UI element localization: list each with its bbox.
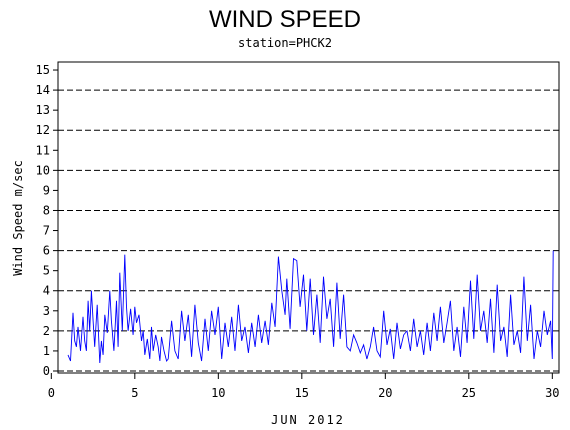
x-tick-label: 0 xyxy=(48,386,55,400)
x-tick-label: 5 xyxy=(131,386,138,400)
x-tick-label: 15 xyxy=(295,386,309,400)
series-line xyxy=(67,250,554,364)
y-tick-label: 0 xyxy=(43,364,50,378)
x-axis: 0 5 10 15 20 25 30 xyxy=(48,373,560,400)
y-tick-label: 10 xyxy=(36,163,50,177)
y-tick-label: 15 xyxy=(36,63,50,77)
y-tick-label: 5 xyxy=(43,264,50,278)
x-tick-label: 20 xyxy=(378,386,392,400)
chart-subtitle: station=PHCK2 xyxy=(238,36,332,50)
y-tick-label: 12 xyxy=(36,123,50,137)
y-tick-label: 3 xyxy=(43,304,50,318)
x-tick-label: 25 xyxy=(462,386,476,400)
y-tick-label: 4 xyxy=(43,284,50,298)
y-tick-label: 13 xyxy=(36,103,50,117)
y-tick-label: 14 xyxy=(36,83,50,97)
x-tick-label: 30 xyxy=(545,386,559,400)
x-axis-label: JUN 2012 xyxy=(271,413,345,427)
y-axis-label: Wind Speed m/sec xyxy=(11,160,25,276)
y-tick-label: 9 xyxy=(43,183,50,197)
reference-lines xyxy=(58,89,559,372)
plot-frame xyxy=(57,61,560,374)
y-tick-label: 8 xyxy=(43,203,50,217)
y-tick-label: 6 xyxy=(43,244,50,258)
chart-title: WIND SPEED xyxy=(208,6,361,33)
y-tick-label: 1 xyxy=(43,344,50,358)
x-tick-label: 10 xyxy=(211,386,225,400)
y-tick-label: 2 xyxy=(43,324,50,338)
y-tick-label: 11 xyxy=(36,143,50,157)
y-tick-label: 7 xyxy=(43,224,50,238)
